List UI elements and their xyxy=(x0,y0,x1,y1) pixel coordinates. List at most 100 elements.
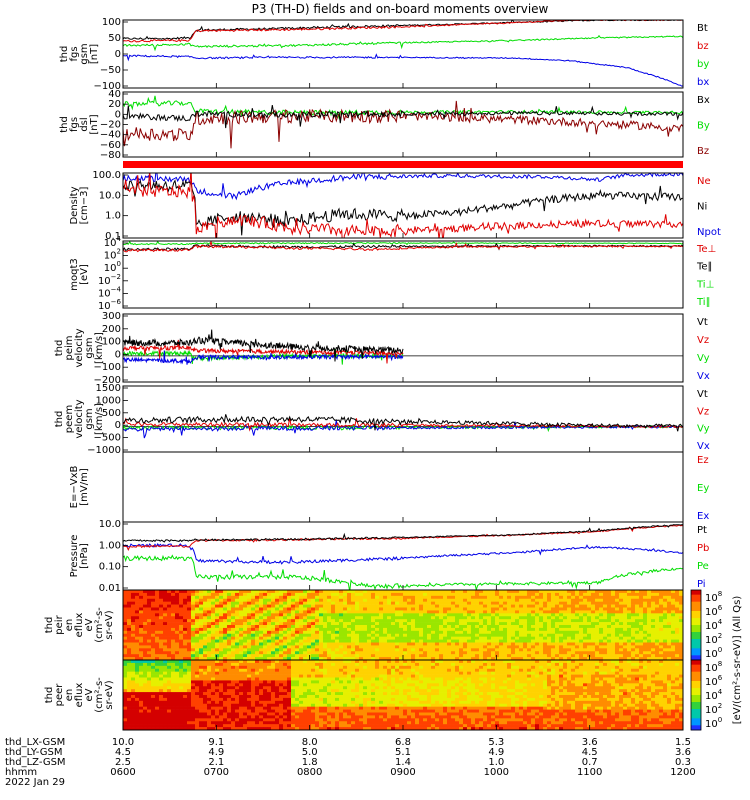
heatmap-cell xyxy=(307,645,312,649)
series-line-bz xyxy=(123,20,683,43)
heatmap-cell xyxy=(459,648,464,652)
heatmap-cell xyxy=(283,630,288,635)
heatmap-cell xyxy=(191,613,196,617)
heatmap-cell xyxy=(287,648,292,652)
heatmap-cell xyxy=(391,636,396,640)
heatmap-cell xyxy=(391,613,396,617)
heatmap-cell xyxy=(207,607,212,611)
heatmap-cell xyxy=(271,619,276,623)
heatmap-cell xyxy=(215,616,220,620)
heatmap-cell xyxy=(543,613,548,617)
heatmap-cell xyxy=(139,633,144,637)
heatmap-cell xyxy=(235,625,240,629)
heatmap-cell xyxy=(155,648,160,652)
heatmap-cell xyxy=(595,613,600,617)
heatmap-cell xyxy=(459,630,464,635)
heatmap-cell xyxy=(295,639,300,643)
heatmap-cell xyxy=(147,695,152,699)
heatmap-cell xyxy=(163,627,168,632)
heatmap-cell xyxy=(647,627,652,632)
heatmap-cell xyxy=(135,657,140,661)
heatmap-cell xyxy=(279,636,284,640)
y-tick-label: −500 xyxy=(94,433,121,444)
heatmap-cell xyxy=(239,610,244,614)
heatmap-cell xyxy=(215,683,220,687)
heatmap-cell xyxy=(211,665,216,670)
heatmap-cell xyxy=(631,639,636,643)
heatmap-cell xyxy=(347,657,352,661)
heatmap-cell xyxy=(271,642,276,646)
heatmap-cell xyxy=(563,622,568,626)
heatmap-cell xyxy=(279,604,284,608)
heatmap-cell xyxy=(183,598,188,602)
heatmap-cell xyxy=(287,651,292,655)
heatmap-cell xyxy=(327,622,332,626)
heatmap-cell xyxy=(403,613,408,617)
heatmap-cell xyxy=(231,706,236,710)
heatmap-cell xyxy=(383,633,388,637)
heatmap-cell xyxy=(283,677,288,681)
heatmap-cell xyxy=(211,651,216,655)
heatmap-cell xyxy=(303,703,308,707)
heatmap-cell xyxy=(483,625,488,629)
heatmap-cell xyxy=(503,654,508,658)
heatmap-cell xyxy=(263,677,268,681)
heatmap-cell xyxy=(567,657,572,661)
heatmap-cell xyxy=(623,622,628,626)
heatmap-cell xyxy=(383,610,388,614)
heatmap-cell xyxy=(299,700,304,705)
heatmap-cell xyxy=(255,692,260,696)
heatmap-cell xyxy=(283,721,288,725)
heatmap-cell xyxy=(671,657,676,661)
heatmap-cell xyxy=(311,625,316,629)
heatmap-cell xyxy=(191,654,196,658)
heatmap-cell xyxy=(539,625,544,629)
heatmap-cell xyxy=(195,627,200,632)
heatmap-cell xyxy=(279,651,284,655)
heatmap-cell xyxy=(315,627,320,632)
heatmap-cell xyxy=(143,651,148,655)
heatmap-cell xyxy=(663,645,668,649)
heatmap-cell xyxy=(235,709,240,713)
heatmap-cell xyxy=(599,619,604,623)
heatmap-cell xyxy=(319,622,324,626)
heatmap-cell xyxy=(187,654,192,658)
heatmap-cell xyxy=(135,727,140,731)
heatmap-cell xyxy=(243,642,248,646)
heatmap-cell xyxy=(171,695,176,699)
heatmap-cell xyxy=(255,706,260,710)
heatmap-cell xyxy=(223,724,228,728)
heatmap-cell xyxy=(567,610,572,614)
heatmap-cell xyxy=(571,607,576,611)
heatmap-cell xyxy=(303,706,308,710)
heatmap-cell xyxy=(607,633,612,637)
heatmap-cell xyxy=(155,592,160,597)
heatmap-cell xyxy=(371,639,376,643)
heatmap-cell xyxy=(463,616,468,620)
heatmap-cell xyxy=(135,712,140,716)
heatmap-cell xyxy=(339,715,344,719)
heatmap-cell xyxy=(583,651,588,655)
heatmap-cell xyxy=(551,645,556,649)
heatmap-cell xyxy=(307,703,312,707)
heatmap-cell xyxy=(247,721,252,725)
heatmap-cell xyxy=(123,648,128,652)
heatmap-cell xyxy=(123,671,128,675)
heatmap-cell xyxy=(171,601,176,605)
heatmap-cell xyxy=(587,648,592,652)
heatmap-cell xyxy=(287,662,292,667)
heatmap-cell xyxy=(559,604,564,608)
heatmap-cell xyxy=(467,639,472,643)
heatmap-cell xyxy=(467,654,472,658)
heatmap-cell xyxy=(247,692,252,696)
heatmap-cell xyxy=(351,595,356,600)
heatmap-cell xyxy=(171,709,176,713)
heatmap-cell xyxy=(207,662,212,667)
heatmap-cell xyxy=(551,651,556,655)
heatmap-cell xyxy=(287,639,292,643)
colorbar-tick-label: 102 xyxy=(705,632,722,646)
heatmap-cell xyxy=(215,607,220,611)
heatmap-cell xyxy=(139,671,144,675)
heatmap-cell xyxy=(259,677,264,681)
heatmap-cell xyxy=(267,619,272,623)
